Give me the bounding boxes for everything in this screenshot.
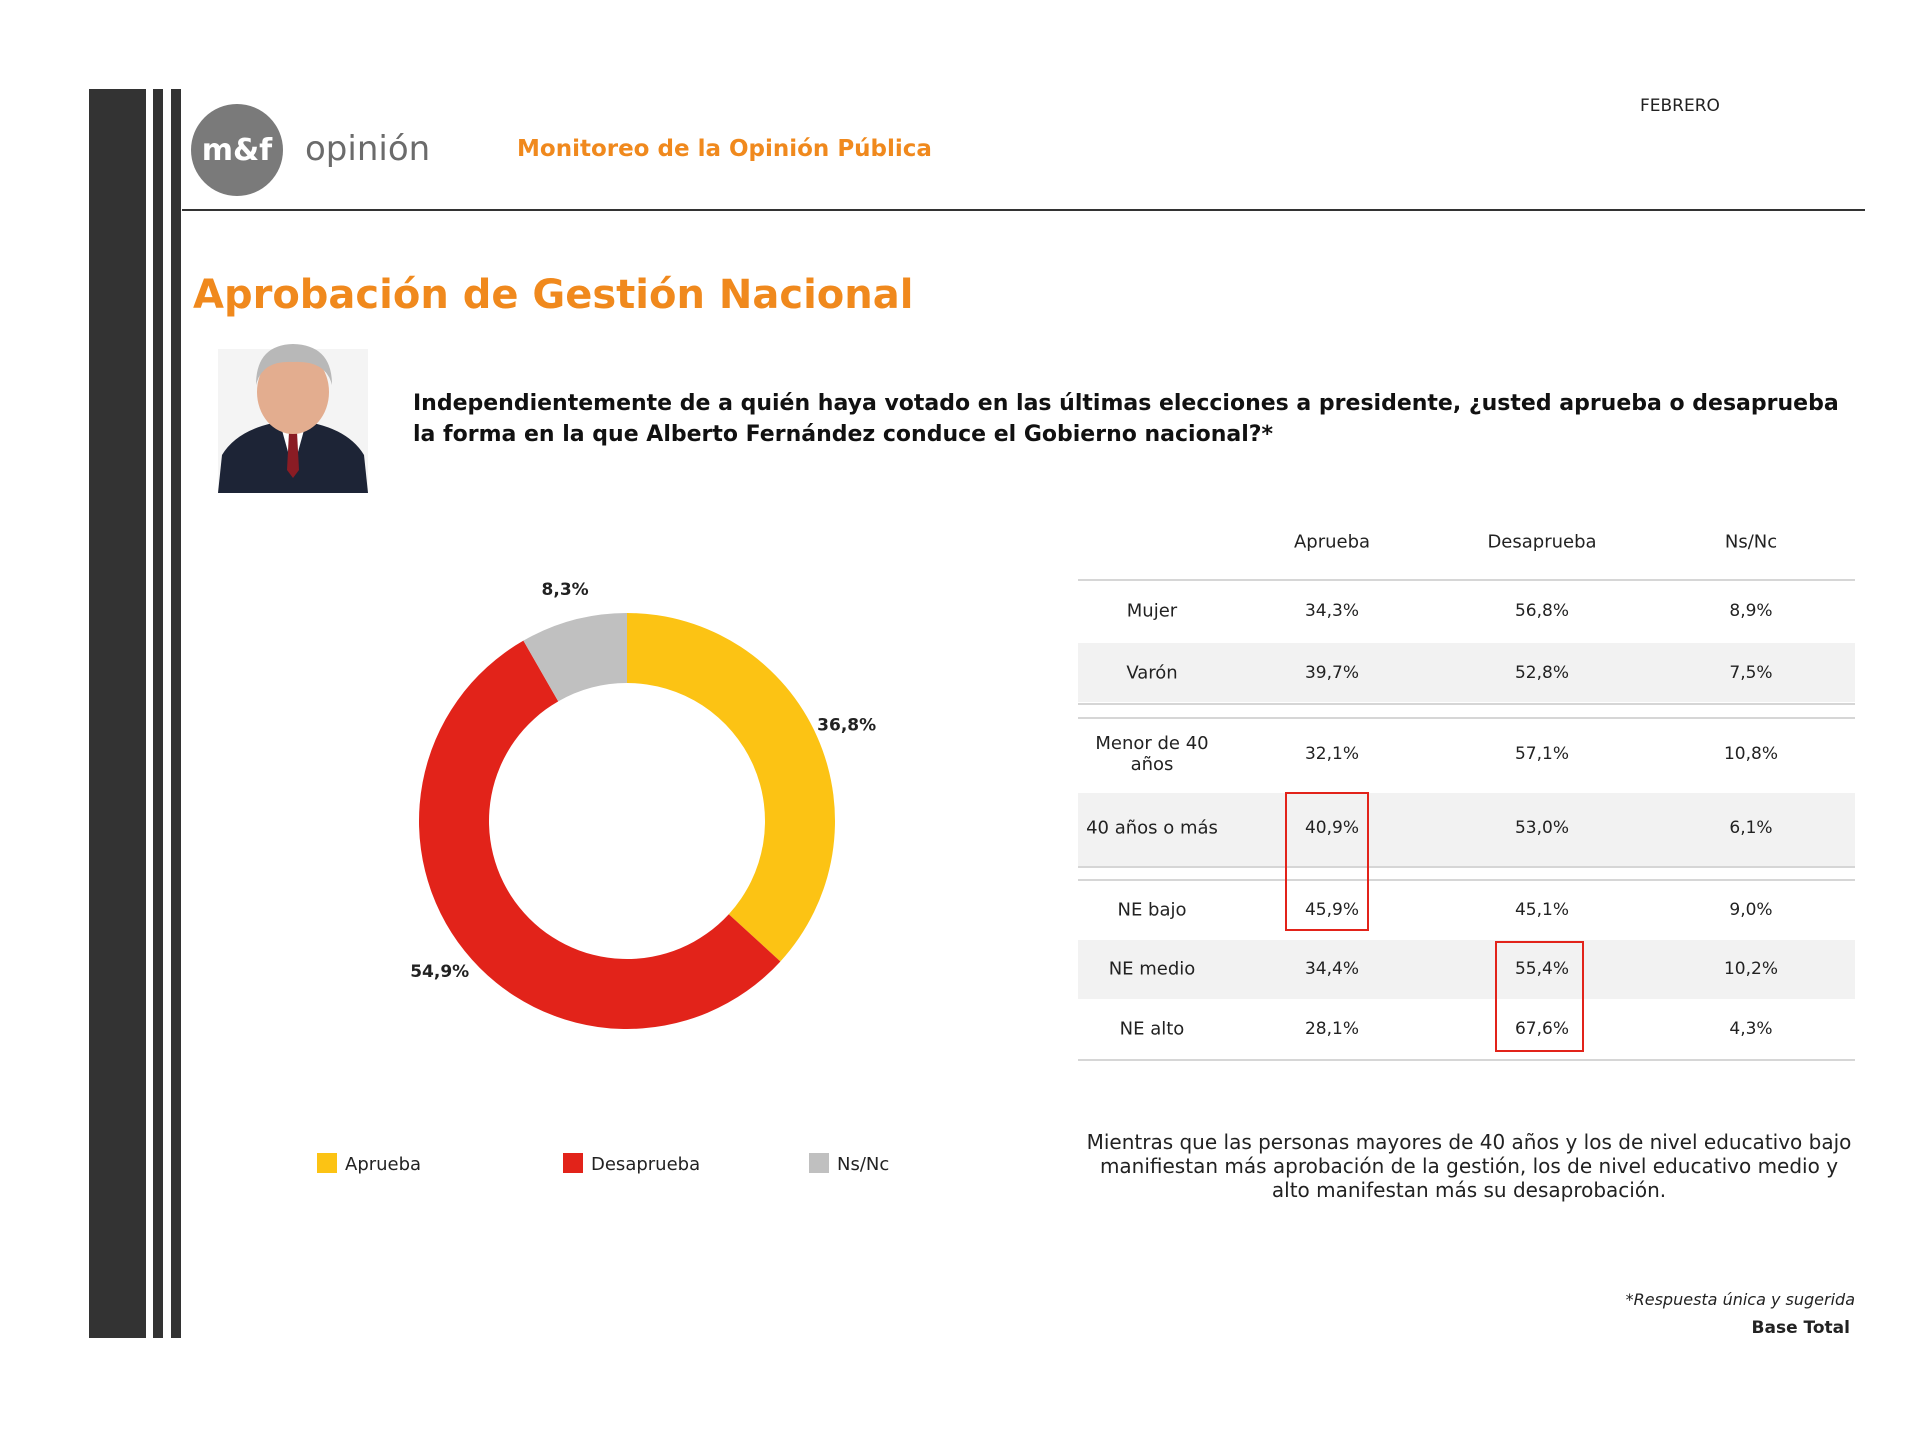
cell: 10,2%: [1723, 959, 1779, 979]
cell: 56,8%: [1514, 601, 1570, 621]
row-label: NE medio: [1108, 958, 1196, 980]
row-label: Mujer: [1126, 600, 1178, 622]
header-month: FEBRERO: [1640, 96, 1720, 116]
data-label: 8,3%: [542, 580, 589, 600]
legend-label: Desaprueba: [591, 1154, 700, 1175]
row-label: 40 años o más: [1086, 817, 1218, 839]
cell: 7,5%: [1729, 663, 1773, 683]
column-header: Aprueba: [1293, 531, 1371, 553]
cell: 4,3%: [1729, 1019, 1773, 1039]
row-shade: [1078, 940, 1855, 999]
cell: 34,3%: [1304, 601, 1360, 621]
question: Independientemente de a quién haya votad…: [413, 391, 1839, 447]
header-subtitle: Monitoreo de la Opinión Pública: [517, 136, 932, 162]
legend-swatch: [809, 1153, 829, 1173]
highlight-box: [1495, 941, 1584, 1052]
cell: 6,1%: [1729, 818, 1773, 838]
row-label: NE alto: [1119, 1018, 1185, 1040]
cell: 32,1%: [1304, 744, 1360, 764]
cell: 40,9%: [1304, 818, 1360, 838]
highlight-box: [1285, 792, 1369, 931]
data-label: 36,8%: [817, 715, 876, 735]
row-label: NE bajo: [1117, 899, 1187, 921]
note: Mientras que las personas mayores de 40 …: [1086, 1130, 1852, 1202]
legend-swatch: [317, 1153, 337, 1173]
row-label: Varón: [1126, 662, 1178, 684]
logo-circle: [191, 104, 283, 196]
slice: [627, 613, 836, 962]
logo-word: opinión: [305, 129, 430, 169]
cell: 55,4%: [1514, 959, 1570, 979]
side-bar: [153, 89, 163, 1338]
photo: [218, 344, 368, 493]
data-label: 54,9%: [410, 962, 469, 982]
cell: 9,0%: [1729, 900, 1773, 920]
cell: 67,6%: [1514, 1019, 1570, 1039]
cell: 34,4%: [1304, 959, 1360, 979]
cell: 8,9%: [1729, 601, 1773, 621]
cell: 53,0%: [1514, 818, 1570, 838]
cell: 39,7%: [1304, 663, 1360, 683]
cell: 10,8%: [1723, 744, 1779, 764]
side-bar: [89, 89, 146, 1338]
side-bar: [171, 89, 181, 1338]
cell: 52,8%: [1514, 663, 1570, 683]
legend-swatch: [563, 1153, 583, 1173]
logo-brand: m&f: [202, 133, 273, 168]
column-header: Ns/Nc: [1724, 531, 1778, 553]
slice: [419, 640, 781, 1029]
column-header: Desaprueba: [1487, 531, 1597, 553]
cell: 28,1%: [1304, 1019, 1360, 1039]
cell: 45,1%: [1514, 900, 1570, 920]
cell: 57,1%: [1514, 744, 1570, 764]
row-shade: [1078, 643, 1855, 702]
footnote: *Respuesta única y sugerida: [1625, 1290, 1855, 1309]
base: Base Total: [1751, 1318, 1850, 1338]
slice: [523, 613, 627, 702]
slide-title: Aprobación de Gestión Nacional: [193, 272, 914, 318]
legend-label: Ns/Nc: [837, 1154, 889, 1175]
row-shade: [1078, 793, 1855, 866]
row-label: Menor de 40 años: [1095, 733, 1209, 775]
legend-label: Aprueba: [345, 1154, 421, 1175]
cell: 45,9%: [1304, 900, 1360, 920]
